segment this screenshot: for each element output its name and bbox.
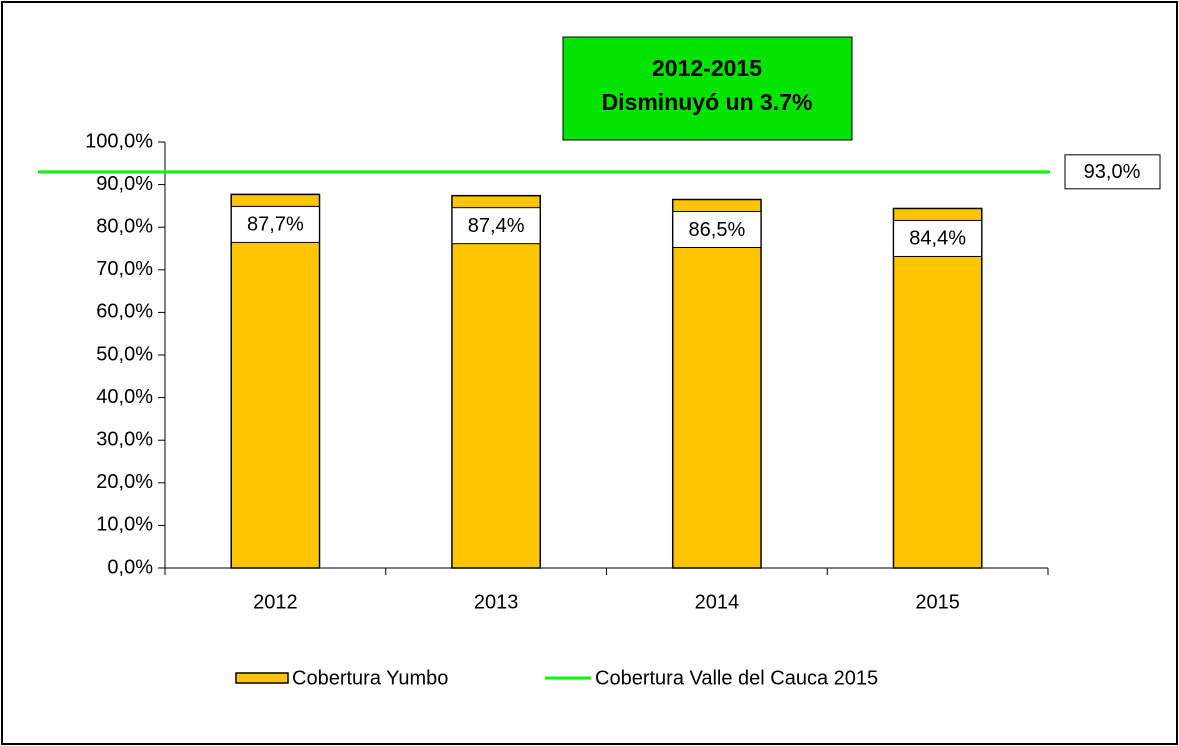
y-tick-label: 0,0% [107, 556, 153, 578]
y-tick-label: 70,0% [96, 258, 153, 280]
annotation-text: Disminuyó un 3.7% [602, 89, 813, 115]
annotation-text: 2012-2015 [652, 55, 762, 81]
data-label-box [451, 207, 541, 245]
data-label: 86,5% [689, 219, 746, 241]
data-label: 87,7% [247, 214, 304, 236]
x-tick-label: 2014 [695, 591, 740, 613]
annotation-box [562, 36, 853, 141]
reference-label-box [1064, 154, 1161, 190]
y-tick-label: 90,0% [96, 173, 153, 195]
data-label-box [230, 205, 320, 243]
bar [671, 198, 762, 569]
y-tick-label: 10,0% [96, 514, 153, 536]
y-tick-label: 60,0% [96, 301, 153, 323]
y-tick-label: 30,0% [96, 428, 153, 450]
data-label: 87,4% [468, 215, 525, 237]
y-tick-label: 100,0% [85, 130, 153, 152]
bar [451, 194, 542, 569]
y-tick-label: 20,0% [96, 471, 153, 493]
data-label-box [672, 211, 762, 249]
legend-label: Cobertura Valle del Cauca 2015 [595, 667, 878, 689]
legend-label: Cobertura Yumbo [292, 667, 448, 689]
bar [230, 193, 321, 569]
reference-label: 93,0% [1084, 161, 1141, 183]
y-tick-label: 80,0% [96, 215, 153, 237]
bar [892, 207, 983, 569]
data-label-box [893, 219, 983, 257]
x-tick-label: 2012 [253, 591, 298, 613]
data-label: 84,4% [909, 228, 966, 250]
legend-swatch [235, 672, 289, 684]
y-tick-label: 40,0% [96, 386, 153, 408]
x-tick-label: 2013 [474, 591, 519, 613]
x-tick-label: 2015 [915, 591, 960, 613]
y-tick-label: 50,0% [96, 343, 153, 365]
